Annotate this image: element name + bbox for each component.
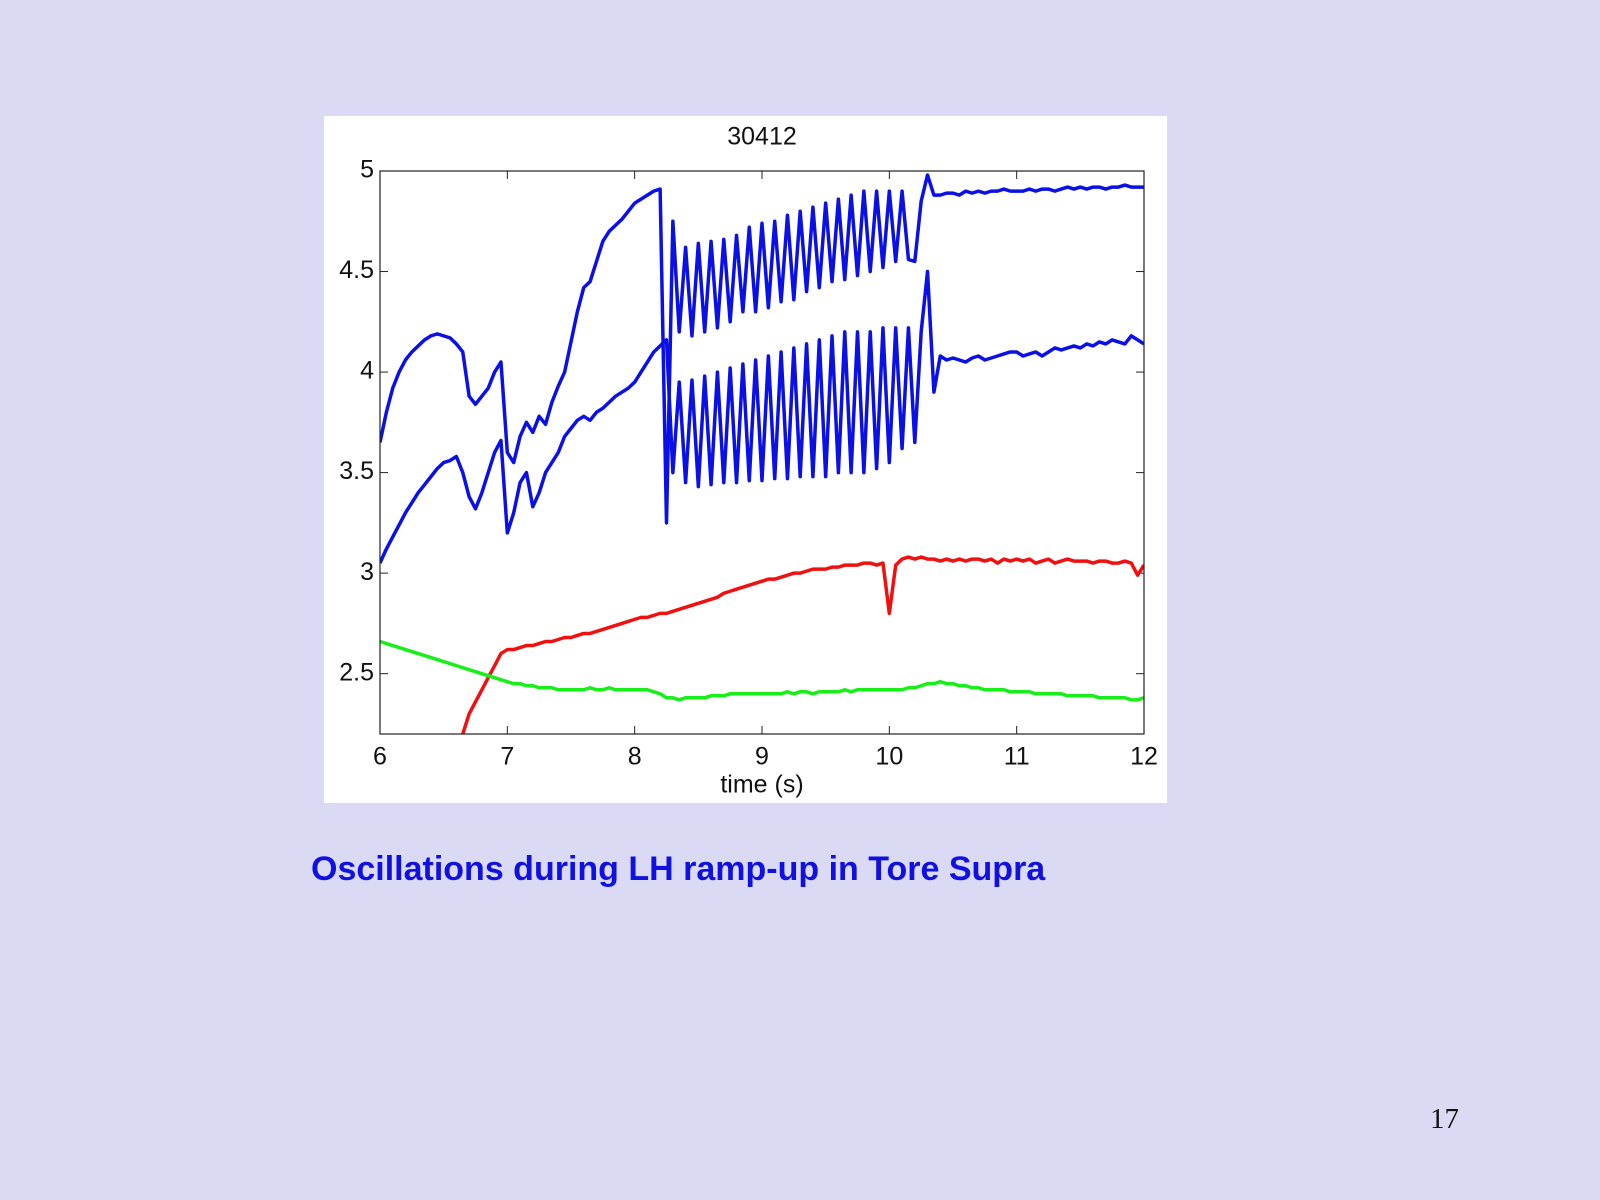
series-line (380, 173, 1144, 525)
y-tick-label: 3 (360, 558, 374, 586)
y-tick-label: 4 (360, 357, 374, 385)
chart-title: 30412 (727, 123, 797, 151)
y-tick-label: 3.5 (339, 457, 374, 485)
y-tick-label: 2.5 (339, 658, 374, 686)
x-tick-label: 12 (1130, 743, 1158, 771)
x-tick-label: 8 (628, 743, 642, 771)
page-number: 17 (1430, 1103, 1459, 1135)
series-line (461, 555, 1144, 734)
caption: Oscillations during LH ramp-up in Tore S… (311, 850, 1046, 888)
x-tick-label: 6 (373, 743, 387, 771)
series-line (380, 639, 1144, 702)
chart-background (324, 116, 1167, 803)
x-tick-label: 7 (500, 743, 514, 771)
x-axis-label: time (s) (720, 771, 803, 799)
y-tick-label: 4.5 (339, 256, 374, 284)
y-tick-label: 5 (360, 156, 374, 184)
x-tick-label: 9 (755, 743, 769, 771)
chart: 30412 time (s) 2.5 3 3.5 4 4.5 5 6 7 8 9 10 11 12 (324, 116, 1167, 803)
x-tick-label: 11 (1004, 743, 1030, 771)
series-line (380, 269, 1144, 564)
plot-frame (379, 170, 1145, 735)
x-tick-label: 10 (875, 743, 903, 771)
